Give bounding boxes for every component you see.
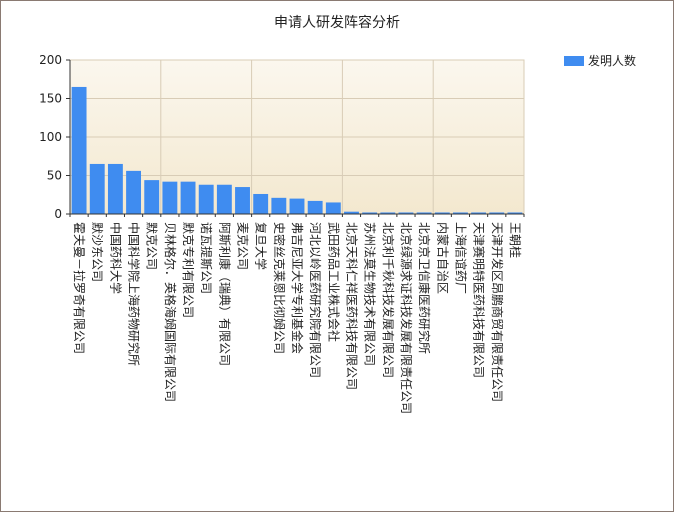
x-tick-labels: 霍夫曼－拉罗奇有限公司 默沙东公司 中国药科大学 中国科学院上海药物研究所 默克公司 贝林… bbox=[72, 222, 523, 414]
bar bbox=[253, 193, 269, 214]
bars bbox=[71, 86, 523, 214]
bar bbox=[307, 200, 323, 214]
bar bbox=[416, 212, 432, 214]
bar bbox=[198, 184, 214, 214]
x-category-label: 复旦大学 bbox=[254, 222, 269, 270]
x-category-label: 北京绿源求证科技发展有限责任公司 bbox=[399, 222, 414, 414]
bar bbox=[380, 212, 396, 214]
x-category-label: 内蒙古自治区 bbox=[435, 222, 450, 294]
y-tick-label: 150 bbox=[39, 92, 62, 106]
x-category-label: 默克专利有限公司 bbox=[181, 222, 196, 318]
legend: 发明人数 bbox=[564, 52, 636, 69]
x-category-label: 默沙东公司 bbox=[90, 222, 105, 282]
bar bbox=[180, 181, 196, 214]
chart-title: 申请人研发阵容分析 bbox=[274, 15, 400, 31]
x-category-label: 北京天科仁祥医药科技有限公司 bbox=[344, 222, 358, 390]
y-tick-labels: 0 50 100 150 200 bbox=[39, 53, 62, 221]
x-category-label: 贝林格尔．英格海姆国际有限公司 bbox=[163, 222, 178, 402]
x-category-label: 中国药科大学 bbox=[108, 222, 123, 294]
bar bbox=[126, 170, 142, 214]
x-category-label: 上海信谊药厂 bbox=[453, 222, 468, 294]
bar bbox=[107, 163, 123, 214]
bar bbox=[452, 212, 468, 214]
y-tick-label: 0 bbox=[54, 207, 62, 221]
y-tick-label: 50 bbox=[47, 169, 62, 183]
x-category-label: 王朝桂 bbox=[508, 222, 523, 258]
bar bbox=[344, 211, 359, 214]
x-category-label: 默克公司 bbox=[145, 222, 160, 270]
x-category-label: 史密丝克莱恩比彻姆公司 bbox=[272, 222, 287, 354]
bar bbox=[235, 187, 250, 214]
bar bbox=[398, 212, 414, 214]
x-category-label: 天津开发区昂鹏商贸有限责任公司 bbox=[490, 222, 505, 402]
y-tick-label: 200 bbox=[39, 53, 62, 67]
legend-label: 发明人数 bbox=[588, 54, 637, 68]
x-category-label: 北京利千秋科技发展有限公司 bbox=[381, 222, 396, 378]
y-tick-label: 100 bbox=[39, 130, 62, 144]
bar bbox=[89, 163, 105, 214]
bar bbox=[362, 212, 378, 214]
axes bbox=[66, 59, 525, 217]
x-category-label: 霍夫曼－拉罗奇有限公司 bbox=[72, 222, 87, 354]
bar bbox=[162, 181, 178, 214]
x-category-label: 麦克公司 bbox=[236, 222, 250, 270]
bar bbox=[144, 180, 160, 214]
bar bbox=[216, 184, 232, 214]
x-category-label: 天津赛明特医药科技有限公司 bbox=[472, 222, 487, 378]
bar bbox=[489, 212, 505, 214]
bar bbox=[325, 202, 341, 214]
x-category-label: 武田药品工业株式会社 bbox=[326, 222, 341, 342]
x-category-label: 中国科学院上海药物研究所 bbox=[127, 222, 142, 366]
bar bbox=[434, 212, 450, 214]
bar bbox=[507, 212, 523, 214]
bar bbox=[471, 212, 487, 214]
x-category-label: 河北以岭医药研究院有限公司 bbox=[308, 222, 323, 378]
legend-swatch bbox=[564, 55, 584, 66]
x-category-label: 北京京卫信康医药研究所 bbox=[417, 222, 432, 354]
bar bbox=[71, 86, 87, 214]
x-category-label: 弗吉尼亚大学专利基金会 bbox=[290, 222, 305, 354]
x-category-label: 苏州法莫生物技术有限公司 bbox=[363, 222, 377, 366]
x-category-label: 诺瓦提斯公司 bbox=[199, 222, 214, 294]
bar bbox=[289, 198, 305, 214]
x-category-label: 阿斯利康（瑞典）有限公司 bbox=[217, 222, 232, 366]
bar bbox=[271, 197, 287, 214]
